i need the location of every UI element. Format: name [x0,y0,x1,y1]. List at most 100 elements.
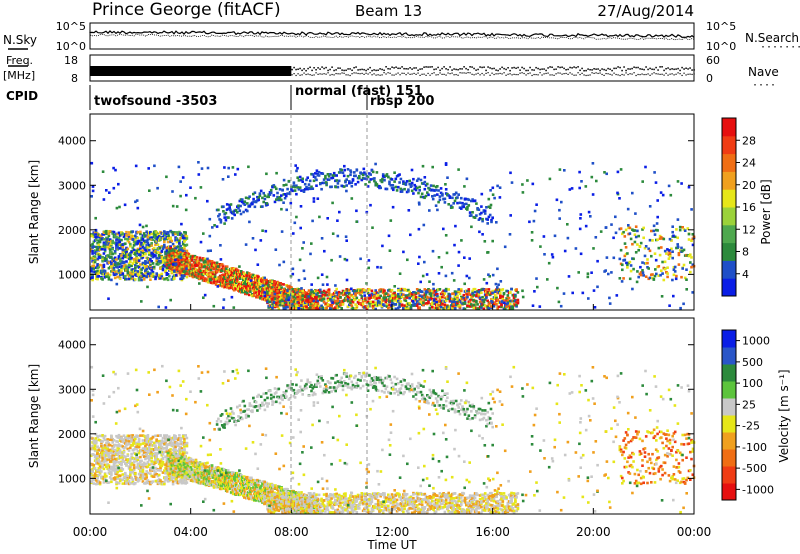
nave-point [541,74,543,76]
echo-cell [415,186,419,190]
echo-cell [547,261,551,265]
freq-point [375,69,377,72]
echo-cell [292,181,296,184]
echo-cell [666,275,669,279]
echo-cell [95,238,98,242]
echo-cell [287,300,291,304]
echo-cell [487,288,491,291]
freq-point [399,67,401,70]
echo-cell [327,298,331,302]
echo-cell [605,172,608,176]
echo-cell [298,186,302,189]
echo-cell [242,202,245,205]
nave-point [359,73,361,75]
echo-cell [117,255,121,258]
nave-point [563,73,565,75]
echo-cell [340,292,343,295]
echo-cell [141,266,145,270]
echo-cell [266,292,269,295]
echo-cell [226,273,230,276]
echo-cell [415,179,419,182]
echo-cell [113,251,117,255]
echo-cell [631,242,634,246]
nave-point [603,74,605,77]
echo-cell [132,248,136,252]
echo-cell [478,296,482,300]
echo-cell [340,168,343,172]
echo-cell [448,296,452,299]
echo-cell [123,203,127,207]
freq-point [427,66,429,68]
echo-cell [384,296,388,299]
echo-cell [291,307,294,311]
echo-cell [173,269,176,273]
echo-cell [276,305,279,308]
echo-cell [93,249,97,252]
echo-cell [364,183,367,186]
echo-cell [677,263,681,266]
nave-point [403,72,405,74]
echo-cell [636,243,639,246]
echo-cell [369,300,372,304]
echo-cell [349,301,352,305]
echo-cell [672,268,676,271]
echo-cell [185,243,189,247]
nave-point [395,73,397,75]
nave-point [545,72,547,75]
echo-cell [368,180,371,184]
freq-point [597,68,599,70]
echo-cell [110,278,113,282]
nave-point [471,73,473,75]
echo-cell [677,253,681,257]
echo-cell [405,303,409,307]
echo-cell [624,246,628,249]
echo-cell [208,271,212,275]
nave-point [313,74,315,76]
freq-point [495,69,497,71]
echo-cell [105,273,108,276]
echo-cell [288,191,292,194]
echo-cell [295,304,298,308]
echo-cell [657,274,661,277]
echo-cell [111,265,114,268]
echo-cell [442,289,445,293]
echo-cell [346,168,350,171]
echo-cell [434,188,438,192]
echo-cell [295,307,298,310]
echo-cell [650,254,653,258]
nave-point [473,74,475,76]
echo-cell [505,297,508,300]
echo-cell [144,253,147,256]
echo-cell [280,296,283,300]
freq-point [423,66,425,68]
echo-cell [225,267,228,271]
echo-cell [536,285,539,289]
nave-point [599,72,601,74]
nave-point [443,73,445,75]
freq-point [525,69,527,72]
nave-point [631,73,633,75]
echo-cell [348,288,351,292]
echo-cell [96,241,99,245]
echo-cell [371,303,375,306]
freq-point [363,68,365,71]
echo-cell [127,231,131,234]
echo-cell [134,278,137,281]
freq-point [317,67,319,69]
nave-point [303,72,305,74]
nave-point [487,72,489,74]
freq-point [647,68,649,71]
echo-cell [110,251,113,254]
echo-cell [272,194,276,197]
echo-cell [169,246,173,250]
echo-cell [675,228,678,231]
echo-cell [351,178,355,181]
echo-cell [176,252,180,255]
echo-cell [444,289,448,293]
echo-cell [140,278,143,282]
echo-cell [183,247,186,251]
freq-point [393,67,395,69]
echo-cell [686,227,690,230]
echo-cell [311,219,314,223]
echo-cell [102,265,106,269]
